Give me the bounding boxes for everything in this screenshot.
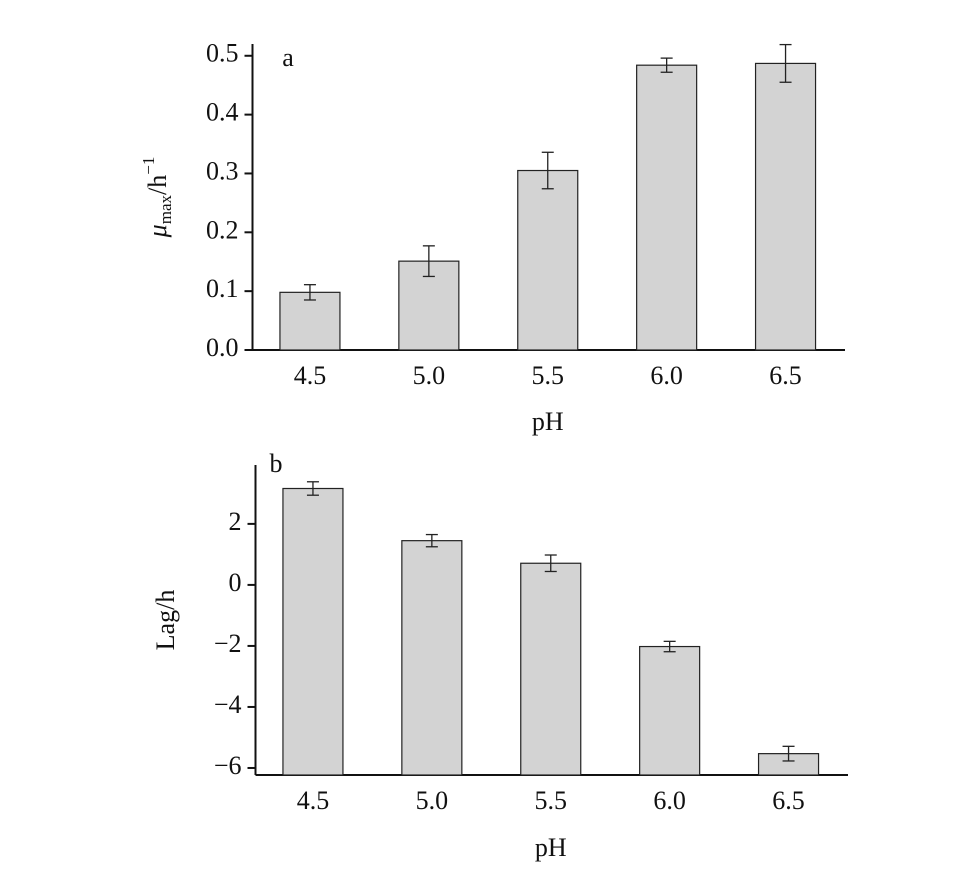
y-axis-label: μmax/h−1	[139, 157, 175, 239]
x-tick-label: 4.5	[297, 786, 330, 815]
bar	[754, 62, 817, 351]
y-tick-label: 0.3	[206, 156, 239, 185]
x-tick-label: 6.5	[769, 361, 802, 390]
panel-label: b	[270, 449, 283, 478]
y-tick-label: −2	[214, 629, 242, 658]
y-tick-label: 0	[229, 568, 242, 597]
panel-label: a	[282, 43, 294, 72]
x-tick-label: 6.0	[650, 361, 683, 390]
x-tick-label: 5.5	[532, 361, 565, 390]
x-tick-label: 5.0	[416, 786, 449, 815]
y-tick-label: 2	[229, 507, 242, 536]
bar	[636, 64, 698, 351]
y-axis-label: Lag/h	[151, 590, 180, 651]
y-tick-label: 0.2	[206, 215, 239, 244]
bar	[282, 487, 344, 776]
x-tick-label: 5.0	[413, 361, 446, 390]
x-tick-label: 6.5	[772, 786, 805, 815]
y-label-unit: /h	[143, 175, 172, 195]
bar	[401, 540, 463, 776]
bar	[517, 169, 579, 351]
x-tick-label: 5.5	[535, 786, 568, 815]
y-tick-label: −6	[214, 751, 242, 780]
y-label-symbol: μ	[143, 224, 172, 238]
x-tick-label: 6.0	[653, 786, 686, 815]
y-tick-label: 0.1	[206, 274, 239, 303]
bar	[639, 645, 701, 776]
bar	[520, 562, 582, 776]
bar	[279, 291, 341, 351]
y-tick-label: 0.4	[206, 98, 239, 127]
x-tick-label: 4.5	[294, 361, 327, 390]
x-axis-label: pH	[532, 407, 564, 436]
y-label-superscript: −1	[139, 157, 158, 175]
y-tick-label: 0.0	[206, 333, 239, 362]
y-tick-label: 0.5	[206, 39, 239, 68]
x-axis-label: pH	[535, 833, 567, 862]
y-tick-label: −4	[214, 690, 242, 719]
y-label-subscript: max	[156, 195, 175, 225]
